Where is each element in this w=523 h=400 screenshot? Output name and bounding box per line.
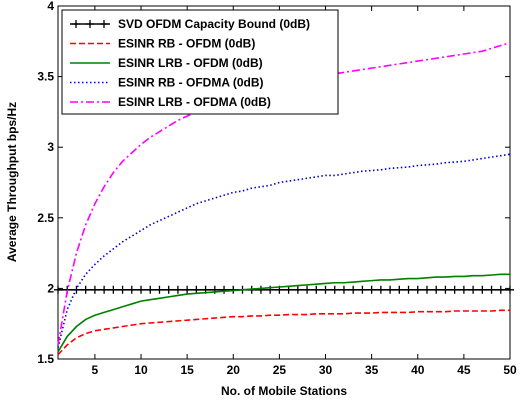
series-marker [422,285,431,294]
x-axis: 5 10 15 20 25 30 35 40 45 50 [92,6,517,377]
series-marker [155,285,164,294]
y-axis-label: Average Throughput bps/Hz [5,102,19,262]
series-line-3 [57,153,511,348]
y-tick-label: 1.5 [37,352,54,366]
series-marker [376,285,385,294]
series-line-4 [57,41,511,346]
series-marker [321,285,330,294]
series-marker [164,285,173,294]
series-marker [100,285,109,294]
series-marker [293,285,302,294]
series-marker [90,285,99,294]
x-tick-label: 5 [92,363,99,377]
series-marker [395,285,404,294]
legend-label-0: SVD OFDM Capacity Bound (0dB) [118,17,310,31]
series-marker [459,285,468,294]
x-tick-label: 35 [365,363,379,377]
series-layer [54,41,514,356]
legend-label-1: ESINR RB - OFDM (0dB) [118,37,255,51]
series-marker [183,285,192,294]
series-marker [109,285,118,294]
legend: SVD OFDM Capacity Bound (0dB) ESINR RB - … [61,9,339,115]
series-line-1 [57,309,510,356]
series-marker [303,285,312,294]
series-marker [146,285,155,294]
series-marker [496,285,505,294]
legend-marker [86,20,94,28]
x-tick-label: 45 [457,363,471,377]
series-marker [284,285,293,294]
series-marker [118,285,127,294]
series-marker [478,285,487,294]
series-marker [441,285,450,294]
series-marker [256,285,265,294]
series-marker [386,285,395,294]
series-line-2 [57,273,510,353]
series-marker [81,285,90,294]
x-tick-label: 50 [503,363,517,377]
x-tick-label: 25 [273,363,287,377]
x-axis-label: No. of Mobile Stations [221,384,347,398]
series-marker [367,285,376,294]
series-marker [330,285,339,294]
legend-marker [100,20,108,28]
x-tick-label: 30 [319,363,333,377]
series-marker [450,285,459,294]
legend-label-4: ESINR LRB - OFDMA (0dB) [118,95,271,109]
legend-label-2: ESINR LRB - OFDM (0dB) [118,56,263,70]
series-marker [312,285,321,294]
x-tick-label: 10 [134,363,148,377]
legend-label-3: ESINR RB - OFDMA (0dB) [118,76,264,90]
series-marker [506,285,514,294]
x-tick-label: 15 [180,363,194,377]
legend-marker [72,20,80,28]
series-marker [137,285,146,294]
series-marker [192,285,201,294]
y-tick-label: 4 [47,0,54,13]
y-tick-label: 2 [47,281,54,295]
y-tick-label: 3 [47,140,54,154]
series-marker [220,285,229,294]
series-marker [413,285,422,294]
series-marker [432,285,441,294]
series-marker [358,285,367,294]
series-marker [349,285,358,294]
x-tick-label: 20 [227,363,241,377]
series-marker [173,285,182,294]
series-marker [487,285,496,294]
legend-box [61,9,339,115]
series-marker [404,285,413,294]
series-marker [54,285,62,294]
series-marker [339,285,348,294]
y-tick-label: 2.5 [37,211,54,225]
x-tick-label: 40 [411,363,425,377]
series-marker [127,285,136,294]
y-axis: 1.5 2 2.5 3 3.5 4 [37,0,510,366]
y-tick-label: 3.5 [37,70,54,84]
series-marker [469,285,478,294]
